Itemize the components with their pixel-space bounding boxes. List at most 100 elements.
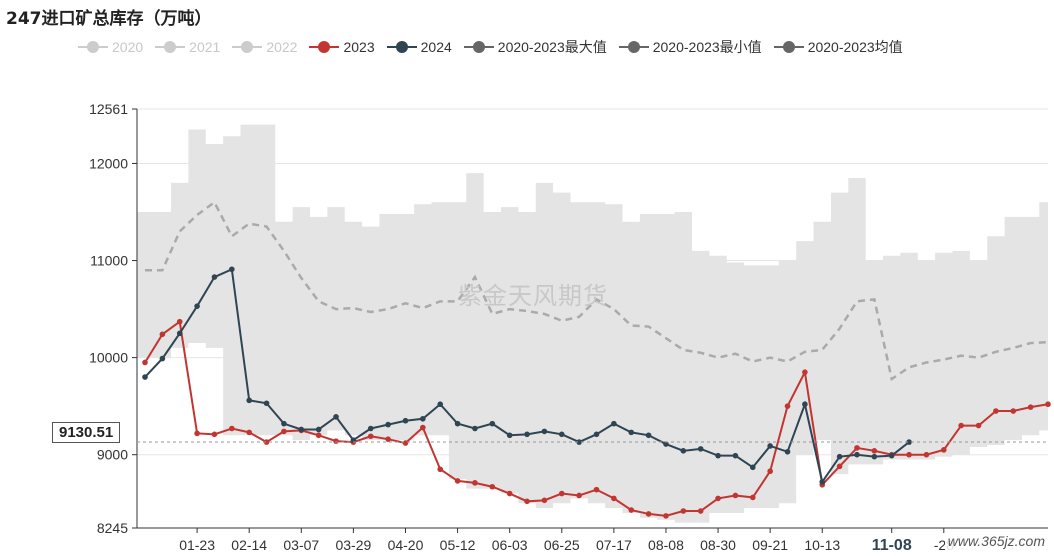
series-line-average bbox=[145, 200, 1049, 382]
legend-label: 2020-2023最小值 bbox=[652, 39, 762, 55]
point-2023 bbox=[420, 424, 426, 431]
point-2024 bbox=[697, 446, 704, 452]
point-2023 bbox=[176, 318, 183, 325]
point-2024 bbox=[628, 429, 635, 436]
point-2024 bbox=[176, 330, 183, 337]
point-2023 bbox=[906, 451, 912, 458]
y-tick-label: 10000 bbox=[89, 350, 128, 366]
point-2023 bbox=[333, 438, 339, 444]
point-2024 bbox=[385, 421, 391, 428]
legend-label: 2024 bbox=[420, 39, 452, 55]
point-2024 bbox=[558, 431, 565, 438]
point-2024 bbox=[333, 414, 339, 420]
point-2023 bbox=[1010, 408, 1017, 414]
point-2024 bbox=[888, 452, 895, 459]
point-2024 bbox=[281, 420, 287, 427]
point-2024 bbox=[194, 303, 200, 309]
point-2023 bbox=[611, 495, 617, 502]
point-2023 bbox=[941, 447, 947, 453]
y-tick-label: 12000 bbox=[89, 155, 128, 171]
legend-marker-icon bbox=[463, 41, 494, 53]
legend-marker-icon bbox=[155, 41, 186, 53]
point-2024 bbox=[819, 479, 826, 485]
legend-item[interactable]: 2023 bbox=[309, 39, 375, 55]
point-2024 bbox=[784, 448, 791, 455]
legend-item[interactable]: 2021 bbox=[155, 39, 220, 55]
point-2023 bbox=[263, 439, 270, 445]
point-2023 bbox=[854, 445, 860, 451]
point-2023 bbox=[1027, 404, 1034, 410]
x-tick-label: 06-03 bbox=[492, 537, 528, 553]
point-2024 bbox=[906, 439, 912, 445]
point-2023 bbox=[645, 511, 652, 517]
point-2023 bbox=[836, 463, 843, 470]
point-2024 bbox=[437, 401, 444, 408]
point-2023 bbox=[784, 403, 791, 409]
point-2024 bbox=[802, 401, 808, 408]
point-2023 bbox=[975, 422, 982, 429]
point-2024 bbox=[715, 452, 721, 459]
legend-marker-icon bbox=[232, 41, 263, 53]
point-2023 bbox=[680, 508, 687, 514]
x-tick-label: 07-17 bbox=[596, 537, 632, 553]
point-2023 bbox=[385, 436, 391, 442]
point-2023 bbox=[367, 433, 374, 440]
watermark-text: 紫金天风期货 bbox=[458, 282, 608, 310]
point-2024 bbox=[593, 431, 600, 438]
chart-title: 247进口矿总库存（万吨） bbox=[6, 9, 212, 29]
point-2023 bbox=[871, 448, 878, 454]
point-2023 bbox=[576, 492, 582, 499]
point-2024 bbox=[680, 448, 687, 454]
point-2024 bbox=[246, 397, 252, 404]
point-2023 bbox=[229, 425, 235, 432]
point-2023 bbox=[454, 478, 461, 484]
point-2024 bbox=[298, 426, 305, 433]
x-tick-label: 08-30 bbox=[700, 537, 736, 553]
x-tick-label: 02-14 bbox=[231, 537, 267, 553]
point-2024 bbox=[732, 452, 739, 459]
x-tick-label: 03-07 bbox=[283, 537, 319, 553]
legend-label: 2021 bbox=[189, 39, 221, 55]
point-2023 bbox=[663, 513, 669, 519]
legend-item[interactable]: 2020-2023最大值 bbox=[463, 37, 607, 57]
site-watermark: www.365jz.com bbox=[944, 532, 1048, 550]
point-2024 bbox=[454, 420, 461, 427]
point-2023 bbox=[767, 468, 773, 475]
point-2023 bbox=[142, 359, 148, 366]
y-tick-label: 8245 bbox=[97, 520, 128, 536]
point-2023 bbox=[628, 507, 635, 513]
point-2023 bbox=[732, 492, 739, 499]
point-2024 bbox=[524, 431, 530, 438]
point-2024 bbox=[229, 266, 235, 273]
x-tick-label: 11-08 bbox=[872, 537, 912, 554]
point-2023 bbox=[159, 331, 166, 338]
point-2024 bbox=[506, 432, 513, 439]
point-2024 bbox=[142, 374, 148, 380]
legend-label: 2022 bbox=[266, 39, 298, 55]
legend-item[interactable]: 2022 bbox=[232, 39, 297, 55]
point-2023 bbox=[749, 494, 756, 501]
legend-item[interactable]: 2020-2023均值 bbox=[773, 37, 903, 57]
point-2023 bbox=[489, 483, 496, 490]
x-tick-label: 06-25 bbox=[544, 537, 580, 553]
point-2024 bbox=[263, 400, 270, 407]
point-2023 bbox=[958, 422, 964, 429]
point-2023 bbox=[923, 451, 930, 458]
point-2024 bbox=[645, 432, 652, 439]
legend-item[interactable]: 2020 bbox=[78, 39, 143, 55]
point-2023 bbox=[802, 369, 808, 375]
legend-marker-icon bbox=[618, 41, 649, 53]
legend-item[interactable]: 2024 bbox=[386, 39, 452, 55]
legend-label: 2020-2023均值 bbox=[807, 39, 903, 55]
legend-marker-icon bbox=[78, 41, 108, 53]
point-2024 bbox=[854, 451, 860, 458]
point-2023 bbox=[993, 408, 999, 414]
legend-item[interactable]: 2020-2023最小值 bbox=[618, 37, 762, 57]
point-2023 bbox=[541, 497, 548, 504]
point-2023 bbox=[506, 490, 513, 497]
point-2024 bbox=[420, 415, 426, 422]
chart-legend: 2020 2021 2022 2023 2024 2020-2023最大值 2020-202… bbox=[78, 36, 915, 58]
x-tick-label: 09-21 bbox=[752, 537, 788, 553]
x-tick-label: 05-12 bbox=[440, 537, 476, 553]
legend-marker-icon bbox=[386, 41, 417, 53]
